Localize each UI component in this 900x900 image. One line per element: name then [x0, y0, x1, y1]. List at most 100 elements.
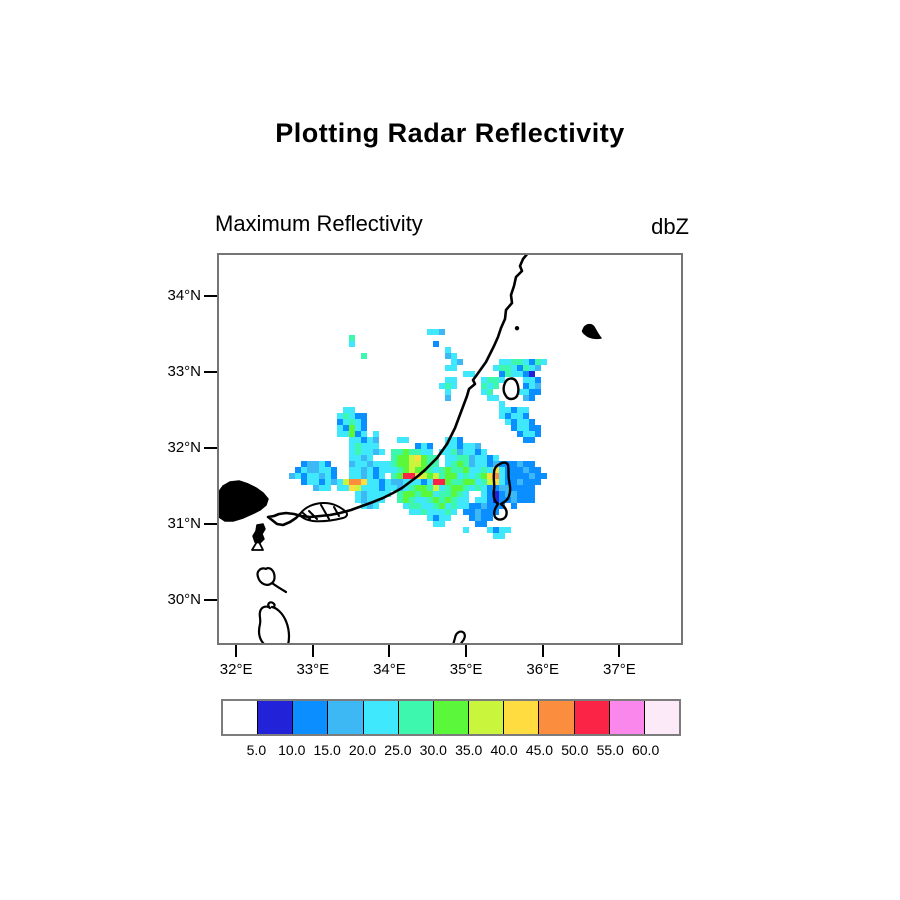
radar-cell	[409, 467, 415, 473]
radar-cell	[373, 449, 379, 455]
radar-cell	[511, 419, 517, 425]
radar-cell	[415, 503, 421, 509]
radar-cell	[409, 461, 415, 467]
radar-cell	[439, 521, 445, 527]
radar-cell	[493, 461, 499, 467]
radar-cell	[523, 407, 529, 413]
radar-cell	[439, 479, 445, 485]
radar-cell	[307, 467, 313, 473]
colorbar-cell	[643, 701, 680, 734]
radar-cell	[463, 479, 469, 485]
radar-cell	[457, 497, 463, 503]
radar-cell	[361, 443, 367, 449]
radar-cell	[469, 503, 475, 509]
radar-cell	[535, 377, 541, 383]
bitter-lake	[257, 601, 291, 645]
colorbar-cell	[292, 701, 328, 734]
radar-cell	[421, 443, 427, 449]
subtitle-left: Maximum Reflectivity	[215, 211, 423, 236]
radar-cell	[487, 491, 493, 497]
radar-cell	[319, 473, 325, 479]
x-tick-label: 32°E	[219, 661, 253, 678]
radar-cell	[451, 377, 457, 383]
radar-cell	[409, 491, 415, 497]
radar-cell	[343, 407, 349, 413]
radar-cell	[487, 515, 493, 521]
radar-cell	[349, 485, 355, 491]
radar-cell	[349, 425, 355, 431]
radar-cell	[493, 491, 499, 497]
radar-cell	[445, 497, 451, 503]
radar-cell	[367, 461, 373, 467]
radar-cell	[469, 455, 475, 461]
colorbar-label: 40.0	[490, 742, 518, 758]
radar-cell	[421, 479, 427, 485]
radar-cell	[337, 479, 343, 485]
radar-cell	[439, 329, 445, 335]
radar-cell	[421, 497, 427, 503]
coastal-dot	[514, 326, 520, 331]
radar-cell	[475, 479, 481, 485]
radar-cell	[367, 449, 373, 455]
radar-cell	[445, 485, 451, 491]
colorbar-cell	[573, 701, 609, 734]
radar-cell	[367, 485, 373, 491]
radar-cell	[373, 473, 379, 479]
radar-cell	[511, 485, 517, 491]
radar-cell	[535, 389, 541, 395]
radar-cell	[445, 515, 451, 521]
radar-cell	[427, 509, 433, 515]
radar-cell	[439, 383, 445, 389]
radar-cell	[451, 443, 457, 449]
radar-cell	[517, 407, 523, 413]
radar-cell	[427, 497, 433, 503]
radar-cell	[499, 365, 505, 371]
colorbar-label: 50.0	[561, 742, 589, 758]
radar-cell	[487, 383, 493, 389]
radar-cell	[367, 497, 373, 503]
radar-cell	[523, 377, 529, 383]
radar-cell	[361, 425, 367, 431]
radar-cell	[325, 473, 331, 479]
radar-cell	[499, 485, 505, 491]
y-tick-label: 33°N	[167, 363, 201, 381]
radar-cell	[481, 461, 487, 467]
radar-cell	[505, 359, 511, 365]
radar-cell	[505, 407, 511, 413]
colorbar-cell	[257, 701, 293, 734]
radar-cell	[529, 467, 535, 473]
radar-cell	[439, 515, 445, 521]
colorbar-label: 20.0	[348, 742, 377, 758]
radar-cell	[349, 431, 355, 437]
radar-cell	[517, 473, 523, 479]
radar-cell	[367, 467, 373, 473]
radar-cell	[409, 473, 415, 479]
radar-cell	[493, 365, 499, 371]
x-tick	[465, 645, 468, 657]
radar-cell	[361, 467, 367, 473]
radar-cell	[463, 473, 469, 479]
radar-cell	[331, 467, 337, 473]
radar-cell	[505, 419, 511, 425]
radar-cell	[493, 533, 499, 539]
radar-cell	[469, 509, 475, 515]
radar-cell	[451, 485, 457, 491]
radar-cell	[451, 449, 457, 455]
radar-cell	[397, 455, 403, 461]
plot-title: Plotting Radar Reflectivity	[275, 118, 625, 148]
colorbar-cell	[468, 701, 504, 734]
radar-cell	[469, 479, 475, 485]
radar-cell	[475, 497, 481, 503]
radar-cell	[523, 383, 529, 389]
map-frame	[217, 253, 683, 645]
radar-cell	[439, 467, 445, 473]
radar-cell	[475, 515, 481, 521]
radar-cell	[397, 491, 403, 497]
radar-cell	[481, 509, 487, 515]
radar-cell	[295, 473, 301, 479]
radar-cell	[385, 485, 391, 491]
northern-hook-mark	[581, 323, 602, 340]
radar-cell	[325, 461, 331, 467]
radar-cell	[487, 485, 493, 491]
radar-cell	[379, 449, 385, 455]
